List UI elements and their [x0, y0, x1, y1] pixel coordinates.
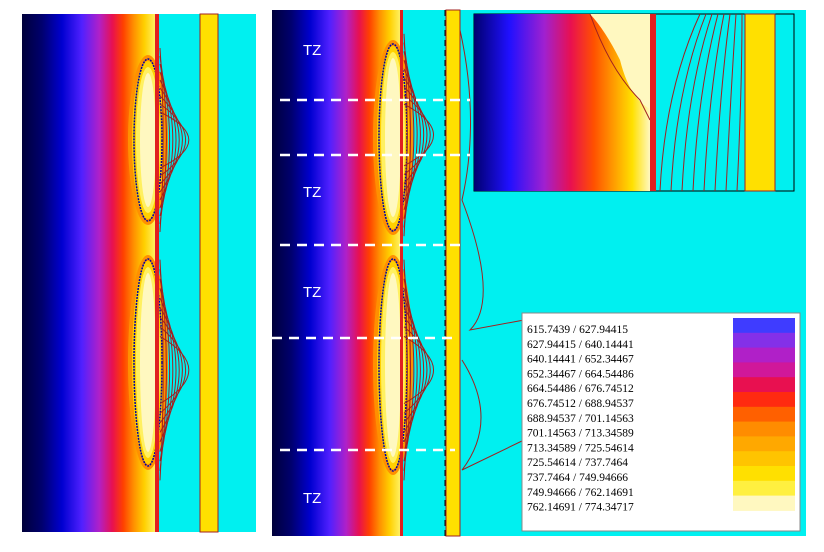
contour [681, 13, 713, 192]
contour [159, 103, 186, 177]
contour [403, 316, 428, 424]
legend-label: 640.14441 / 652.34467 [527, 354, 634, 366]
contour [159, 71, 174, 209]
hot-zone [385, 58, 401, 217]
contour [403, 307, 425, 433]
zone-label: TZ [303, 42, 321, 59]
legend-swatch [733, 436, 795, 452]
legend-swatch [733, 421, 795, 437]
zone-label: TZ [303, 490, 321, 507]
legend-label: 762.14691 / 774.34717 [527, 502, 634, 514]
hot-zone [140, 73, 156, 207]
contour [159, 335, 190, 405]
legend-swatch [733, 451, 795, 467]
legend-label: 749.94666 / 762.14691 [527, 487, 634, 499]
contour [403, 103, 434, 167]
legend-label: 652.34467 / 664.54486 [527, 368, 634, 380]
legend-swatch [733, 318, 795, 334]
contour [692, 13, 719, 192]
contour [403, 288, 418, 452]
contour [159, 326, 186, 414]
contour [403, 60, 418, 210]
legend-label: 701.14563 / 713.34589 [527, 428, 634, 440]
legend-label: 676.74512 / 688.94537 [527, 398, 634, 410]
contour [159, 297, 177, 443]
legend-swatch [733, 362, 795, 378]
legend-swatch [733, 332, 795, 349]
contour [159, 307, 180, 433]
legend: 615.7439 / 627.94415 627.94415 / 640.1444… [521, 312, 801, 532]
contour [159, 87, 180, 193]
isoline [133, 58, 163, 222]
left-panel [22, 13, 256, 533]
contour [403, 86, 428, 184]
contour [703, 13, 725, 192]
contour [403, 95, 431, 175]
contour [159, 95, 183, 185]
contour [403, 77, 425, 193]
legend-label: 688.94537 / 701.14563 [527, 413, 634, 425]
contour [159, 111, 190, 169]
contour [736, 13, 743, 192]
legend-swatch [733, 392, 795, 408]
legend-label: 737.7464 / 749.94666 [527, 472, 628, 484]
legend-swatch [733, 347, 795, 363]
contour [659, 13, 701, 192]
legend-label: 713.34589 / 725.54614 [527, 442, 634, 454]
hot-zone [385, 273, 401, 457]
contour [159, 316, 183, 424]
zone-label: TZ [303, 184, 321, 201]
isoline [133, 258, 163, 467]
contour [725, 13, 737, 192]
contour [403, 335, 434, 405]
contour [714, 13, 731, 192]
legend-label: 664.54486 / 676.74512 [527, 383, 634, 395]
contour [159, 288, 174, 452]
legend-swatch [733, 495, 795, 511]
inset [473, 13, 795, 192]
legend-swatch [733, 377, 795, 393]
hot-zone [140, 273, 156, 452]
contour [403, 297, 421, 443]
legend-label: 627.94415 / 640.14441 [527, 339, 634, 351]
legend-label: 725.54614 / 737.7464 [527, 457, 628, 469]
legend-label: 615.7439 / 627.94415 [527, 324, 628, 336]
contour [403, 326, 431, 414]
legend-swatch [733, 480, 795, 497]
contour [403, 68, 421, 202]
legend-swatch [733, 466, 795, 482]
zone-label: TZ [303, 284, 321, 301]
contour [670, 13, 707, 192]
legend-swatch [733, 406, 795, 423]
contour [159, 79, 177, 201]
